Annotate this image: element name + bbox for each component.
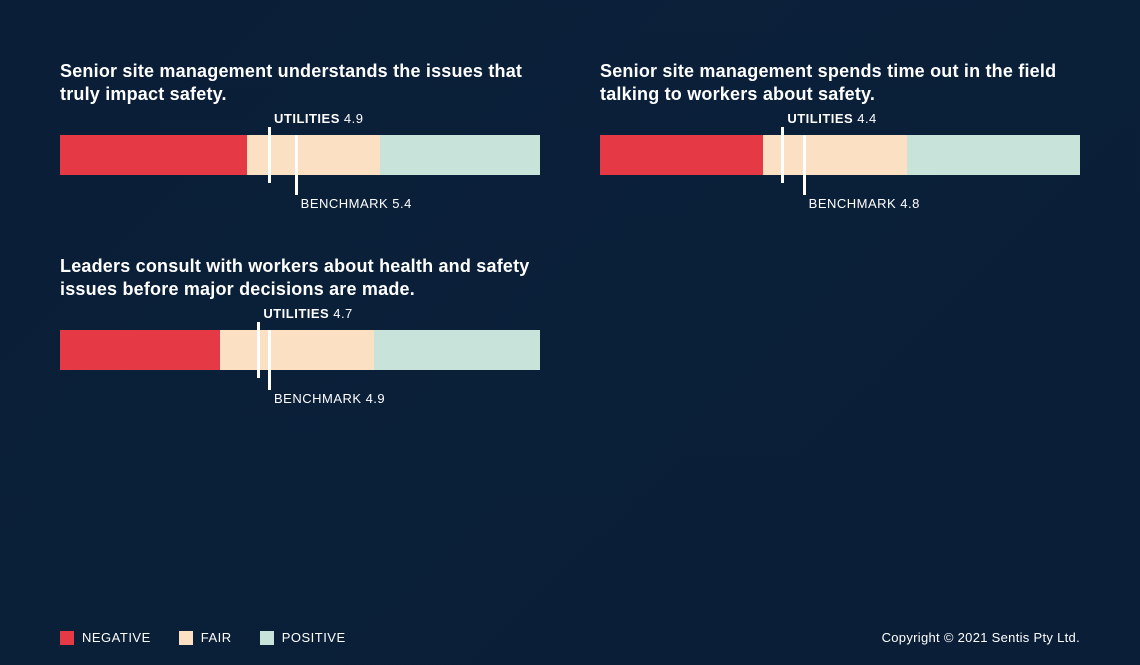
slide-container: Senior site management understands the i… (0, 0, 1140, 665)
benchmark-marker (295, 135, 298, 195)
chart-block-2: Leaders consult with workers about healt… (60, 255, 540, 370)
utilities-label: UTILITIES4.4 (787, 111, 876, 126)
bar-wrap: UTILITIES4.9 BENCHMARK5.4 (60, 135, 540, 175)
charts-grid: Senior site management understands the i… (60, 60, 1080, 370)
benchmark-label: BENCHMARK5.4 (301, 196, 412, 211)
legend-label: POSITIVE (282, 630, 346, 645)
segment-negative (60, 135, 247, 175)
copyright: Copyright © 2021 Sentis Pty Ltd. (882, 630, 1080, 645)
benchmark-marker (803, 135, 806, 195)
chart-title: Leaders consult with workers about healt… (60, 255, 540, 302)
stacked-bar (600, 135, 1080, 175)
legend: NEGATIVE FAIR POSITIVE (60, 630, 346, 645)
segment-fair (763, 135, 907, 175)
swatch-negative (60, 631, 74, 645)
chart-title: Senior site management understands the i… (60, 60, 540, 107)
legend-item-positive: POSITIVE (260, 630, 346, 645)
segment-positive (374, 330, 540, 370)
chart-title: Senior site management spends time out i… (600, 60, 1080, 107)
swatch-positive (260, 631, 274, 645)
legend-item-negative: NEGATIVE (60, 630, 151, 645)
utilities-marker (781, 127, 784, 183)
chart-block-1: Senior site management spends time out i… (600, 60, 1080, 175)
legend-item-fair: FAIR (179, 630, 232, 645)
segment-fair (247, 135, 380, 175)
bar-wrap: UTILITIES4.7 BENCHMARK4.9 (60, 330, 540, 370)
legend-label: FAIR (201, 630, 232, 645)
stacked-bar (60, 135, 540, 175)
utilities-label: UTILITIES4.9 (274, 111, 363, 126)
segment-positive (380, 135, 540, 175)
bar-wrap: UTILITIES4.4 BENCHMARK4.8 (600, 135, 1080, 175)
segment-fair (220, 330, 375, 370)
benchmark-label: BENCHMARK4.8 (809, 196, 920, 211)
segment-negative (600, 135, 763, 175)
chart-block-0: Senior site management understands the i… (60, 60, 540, 175)
swatch-fair (179, 631, 193, 645)
utilities-marker (268, 127, 271, 183)
stacked-bar (60, 330, 540, 370)
utilities-label: UTILITIES4.7 (263, 306, 352, 321)
utilities-marker (257, 322, 260, 378)
benchmark-marker (268, 330, 271, 390)
segment-positive (907, 135, 1080, 175)
benchmark-label: BENCHMARK4.9 (274, 391, 385, 406)
legend-label: NEGATIVE (82, 630, 151, 645)
segment-negative (60, 330, 220, 370)
